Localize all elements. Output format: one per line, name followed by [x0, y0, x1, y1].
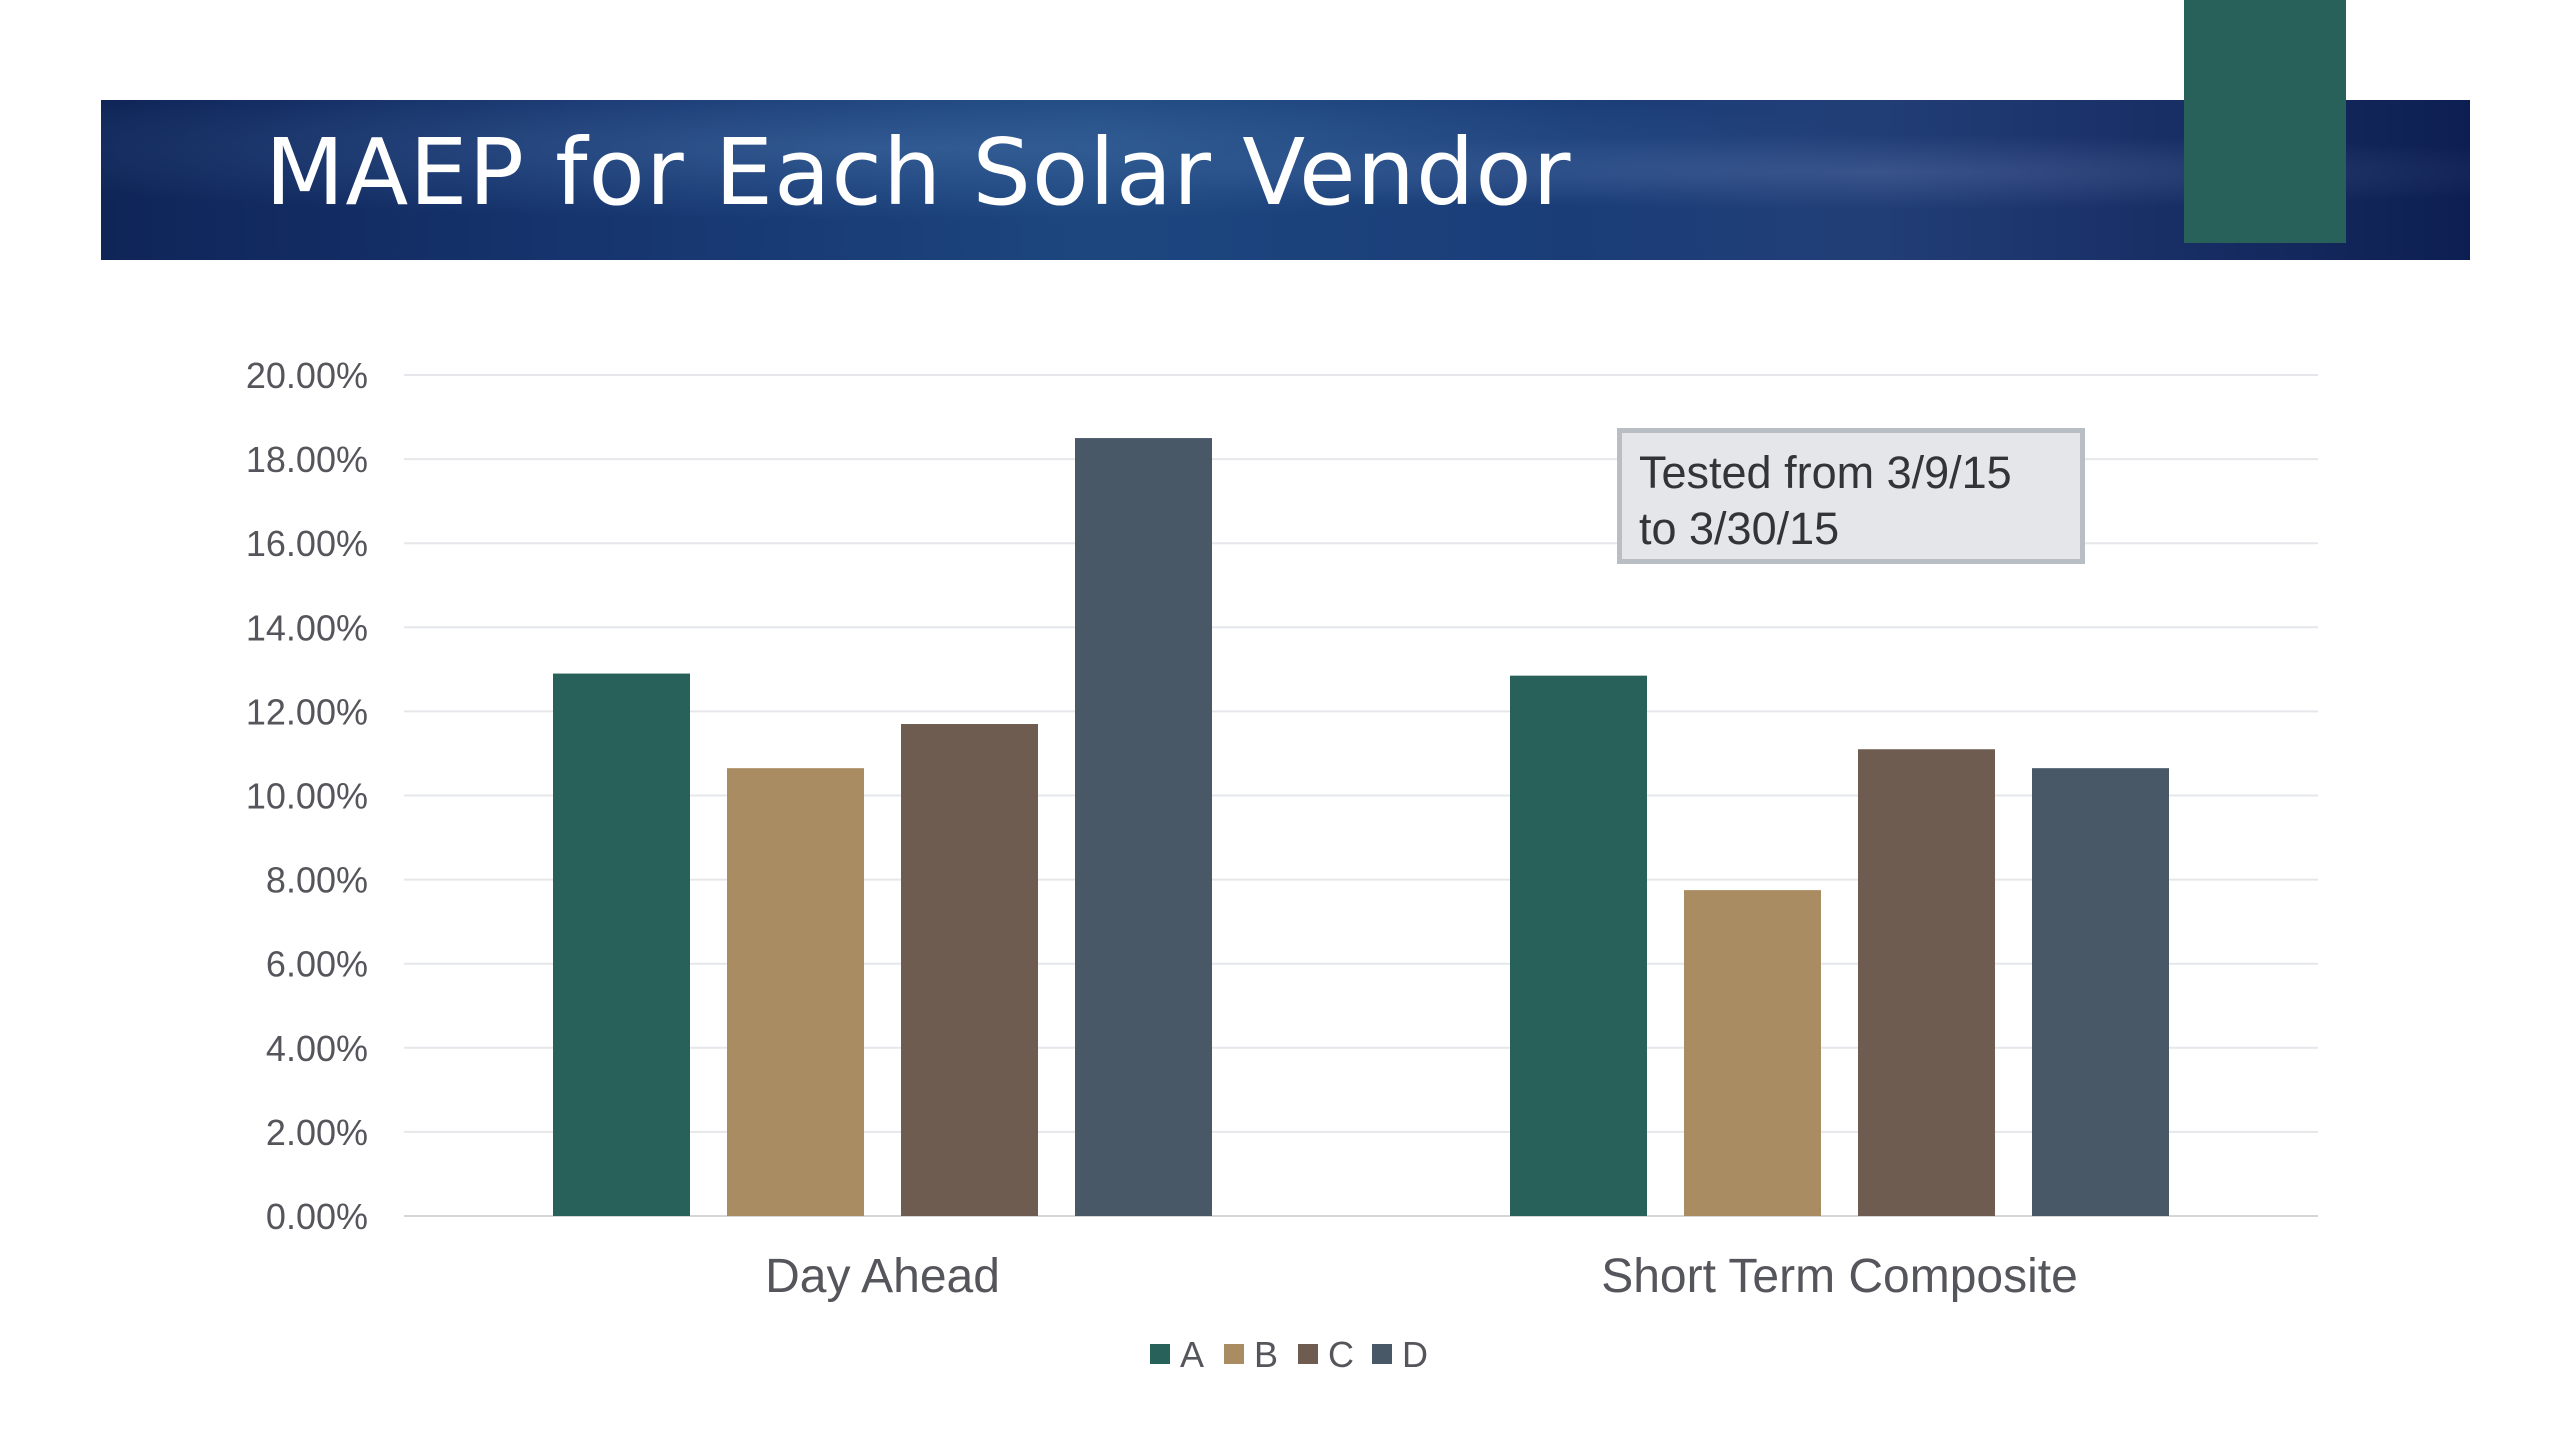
bar-c-short-term-composite: [1858, 749, 1995, 1216]
bars: [553, 438, 2169, 1216]
y-tick-label: 18.00%: [246, 439, 368, 480]
y-tick-label: 4.00%: [266, 1028, 368, 1069]
bar-d-day-ahead: [1075, 438, 1212, 1216]
legend-label-c: C: [1328, 1334, 1354, 1375]
legend-swatch-a: [1150, 1344, 1170, 1364]
legend-swatch-b: [1224, 1344, 1244, 1364]
x-category-label: Day Ahead: [765, 1250, 1000, 1303]
y-tick-label: 12.00%: [246, 691, 368, 732]
title-banner: [101, 100, 2470, 260]
y-tick-label: 8.00%: [266, 860, 368, 901]
y-tick-label: 2.00%: [266, 1112, 368, 1153]
slide-title: MAEP for Each Solar Vendor: [265, 119, 1572, 226]
date-range-annotation: Tested from 3/9/15 to 3/30/15: [1617, 428, 2085, 564]
y-tick-label: 0.00%: [266, 1196, 368, 1237]
bar-a-short-term-composite: [1510, 675, 1647, 1216]
bar-a-day-ahead: [553, 673, 690, 1216]
legend-swatch-d: [1372, 1344, 1392, 1364]
y-tick-label: 14.00%: [246, 607, 368, 648]
legend-label-b: B: [1254, 1334, 1278, 1375]
bar-b-short-term-composite: [1684, 890, 1821, 1216]
legend: A B C D: [1150, 1334, 1428, 1375]
y-tick-label: 20.00%: [246, 355, 368, 396]
x-category-label: Short Term Composite: [1601, 1250, 2078, 1303]
gridlines: [404, 374, 2318, 1217]
legend-swatch-c: [1298, 1344, 1318, 1364]
y-tick-label: 10.00%: [246, 776, 368, 817]
accent-block: [2184, 0, 2346, 243]
y-tick-label: 16.00%: [246, 523, 368, 564]
x-axis-category-labels: Day Ahead Short Term Composite: [765, 1250, 2078, 1303]
bar-c-day-ahead: [901, 724, 1038, 1216]
bar-d-short-term-composite: [2032, 768, 2169, 1216]
bar-b-day-ahead: [727, 768, 864, 1216]
legend-label-a: A: [1180, 1334, 1204, 1375]
y-axis-tick-labels: 0.00% 2.00% 4.00% 6.00% 8.00% 10.00% 12.00% 14.…: [246, 355, 368, 1237]
legend-label-d: D: [1402, 1334, 1428, 1375]
y-tick-label: 6.00%: [266, 944, 368, 985]
